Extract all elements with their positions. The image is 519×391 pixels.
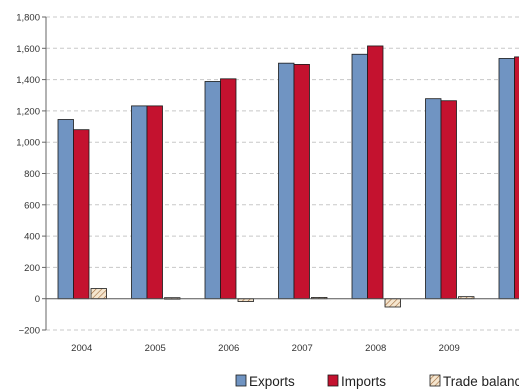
y-tick-label: −200 [19,326,40,337]
legend-label: Trade balance [443,374,519,389]
x-tick-label: 2004 [71,343,92,354]
y-tick-label: 400 [24,232,40,243]
bar-exports [205,81,221,298]
y-tick-label: 1,200 [16,106,40,117]
bar-exports [352,54,368,298]
y-tick-label: 1,600 [16,44,40,55]
legend-swatch [236,375,246,386]
y-tick-label: 0 [35,294,40,305]
bar-imports [74,130,90,299]
bar-exports [426,99,442,299]
x-tick-label: 2008 [365,343,386,354]
bar-exports [58,120,74,299]
x-tick-label: 2009 [439,343,460,354]
bar-imports [368,46,384,299]
bars [58,46,519,307]
bar-imports [441,101,457,299]
bar-exports [279,63,295,299]
bar-exports [132,106,148,299]
y-axis-ticks: −200 0 200 400 600 800 1,000 1,200 1,400 1,600 1,8… [16,13,46,337]
y-tick-label: 1,800 [16,13,40,24]
bar-trade-balance [385,299,401,307]
x-tick-label: 2007 [292,343,313,354]
bar-imports [294,64,310,298]
bar-imports [147,106,163,299]
legend-swatch [430,375,440,386]
bar-imports [221,79,237,299]
x-axis-ticks: 2004200520062007200820092( [71,343,519,354]
legend-label: Exports [249,374,295,389]
x-tick-label: 2005 [145,343,166,354]
legend-label: Imports [341,374,386,389]
y-tick-label: 1,400 [16,75,40,86]
bar-imports [515,57,519,299]
y-tick-label: 1,000 [16,138,40,149]
bar-exports [499,58,515,298]
legend-swatch [328,375,338,386]
y-tick-label: 200 [24,263,40,274]
y-tick-label: 800 [24,169,40,180]
bar-trade-balance [91,289,107,299]
y-tick-label: 600 [24,200,40,211]
x-tick-label: 2006 [218,343,239,354]
legend: Exports Imports Trade balance [236,374,519,389]
